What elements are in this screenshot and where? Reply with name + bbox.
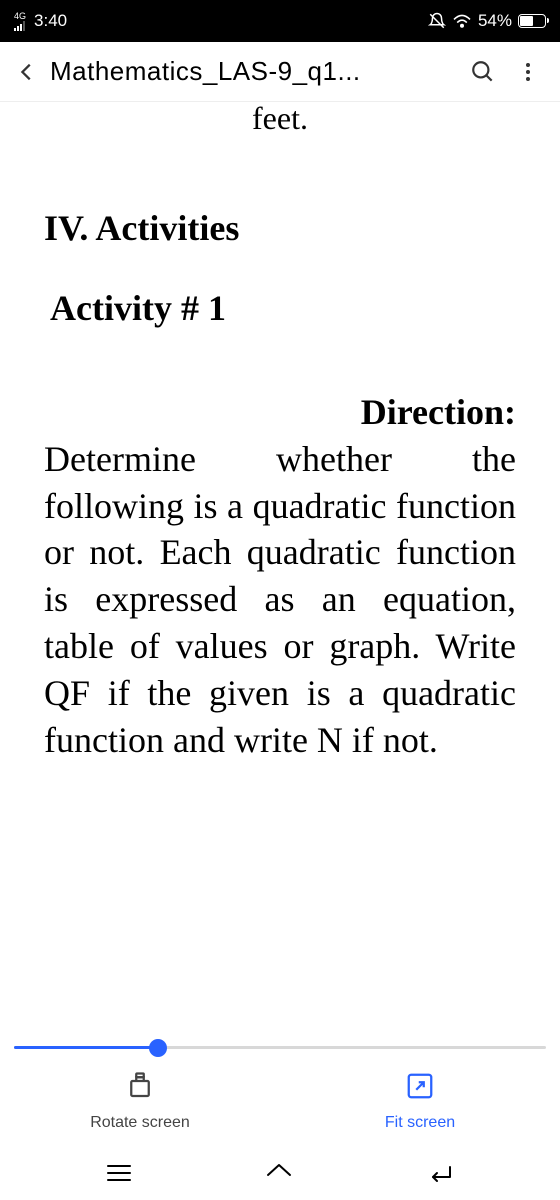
nav-home-icon[interactable] bbox=[245, 1154, 313, 1192]
fit-icon bbox=[405, 1071, 435, 1106]
status-left: 4G 3:40 bbox=[14, 11, 67, 31]
nav-recents-icon[interactable] bbox=[86, 1155, 152, 1191]
signal-icon: 4G bbox=[14, 12, 26, 31]
search-icon[interactable] bbox=[466, 55, 500, 89]
direction-paragraph: Direction: Determine whether the followi… bbox=[44, 389, 516, 763]
status-right: 54% bbox=[428, 11, 546, 31]
battery-percent: 54% bbox=[478, 11, 512, 31]
battery-icon bbox=[518, 14, 546, 28]
fit-screen-button[interactable]: Fit screen bbox=[330, 1071, 510, 1132]
wifi-icon bbox=[452, 13, 472, 29]
document-title: Mathematics_LAS-9_q1... bbox=[50, 56, 454, 87]
more-vert-icon[interactable] bbox=[512, 56, 544, 88]
progress-fill bbox=[14, 1046, 158, 1049]
rotate-label: Rotate screen bbox=[90, 1114, 190, 1132]
document-viewport[interactable]: feet. IV. Activities Activity # 1 Direct… bbox=[0, 102, 560, 1026]
direction-body: Determine whether the following is a qua… bbox=[44, 439, 516, 760]
heading-activity-1: Activity # 1 bbox=[50, 287, 516, 329]
fit-label: Fit screen bbox=[385, 1114, 455, 1132]
signal-bars-icon bbox=[14, 21, 25, 31]
nav-back-icon[interactable] bbox=[406, 1155, 474, 1191]
battery-fill bbox=[520, 16, 533, 26]
system-nav-bar bbox=[0, 1150, 560, 1200]
direction-label: Direction: bbox=[44, 389, 516, 436]
bottom-toolbar: Rotate screen Fit screen bbox=[0, 1057, 560, 1150]
clock-time: 3:40 bbox=[34, 11, 67, 31]
notification-mute-icon bbox=[428, 12, 446, 30]
progress-thumb[interactable] bbox=[149, 1039, 167, 1057]
app-bar: Mathematics_LAS-9_q1... bbox=[0, 42, 560, 102]
rotate-icon bbox=[125, 1071, 155, 1106]
rotate-screen-button[interactable]: Rotate screen bbox=[50, 1071, 230, 1132]
status-bar: 4G 3:40 54% bbox=[0, 0, 560, 42]
network-label: 4G bbox=[14, 12, 26, 21]
page-progress-slider[interactable] bbox=[0, 1046, 560, 1049]
doc-fragment-top: feet. bbox=[44, 102, 516, 137]
heading-activities: IV. Activities bbox=[44, 207, 516, 249]
back-icon[interactable] bbox=[16, 61, 38, 83]
progress-track bbox=[14, 1046, 546, 1049]
